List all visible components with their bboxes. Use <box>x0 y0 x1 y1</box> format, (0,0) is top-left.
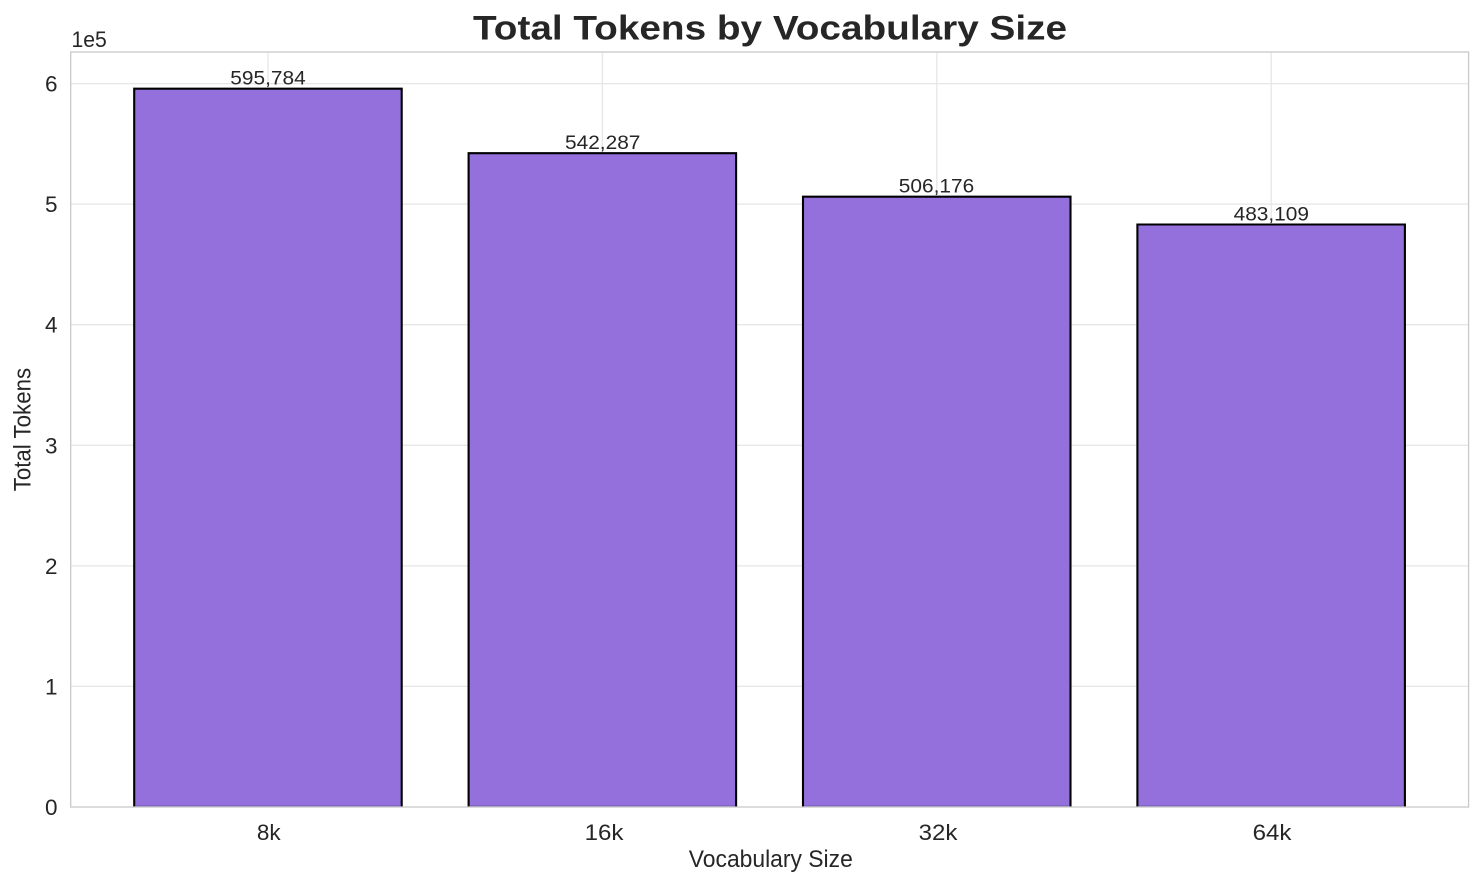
svg-text:Total Tokens: Total Tokens <box>10 368 37 491</box>
svg-text:506,176: 506,176 <box>899 176 974 198</box>
svg-text:Total Tokens by Vocabulary Siz: Total Tokens by Vocabulary Size <box>473 10 1067 48</box>
svg-text:16k: 16k <box>585 820 625 845</box>
svg-text:3: 3 <box>45 433 58 458</box>
svg-text:0: 0 <box>45 795 58 820</box>
svg-text:2: 2 <box>45 554 58 579</box>
svg-text:64k: 64k <box>1253 820 1293 845</box>
svg-text:483,109: 483,109 <box>1234 204 1309 226</box>
svg-text:32k: 32k <box>919 820 959 845</box>
svg-text:1e5: 1e5 <box>72 27 107 52</box>
svg-text:6: 6 <box>45 72 58 97</box>
svg-text:542,287: 542,287 <box>565 132 640 154</box>
svg-text:1: 1 <box>45 674 58 699</box>
svg-text:5: 5 <box>45 192 58 217</box>
svg-text:4: 4 <box>45 313 58 338</box>
svg-text:595,784: 595,784 <box>230 68 306 90</box>
svg-text:Vocabulary Size: Vocabulary Size <box>689 846 853 873</box>
svg-text:8k: 8k <box>257 820 282 845</box>
